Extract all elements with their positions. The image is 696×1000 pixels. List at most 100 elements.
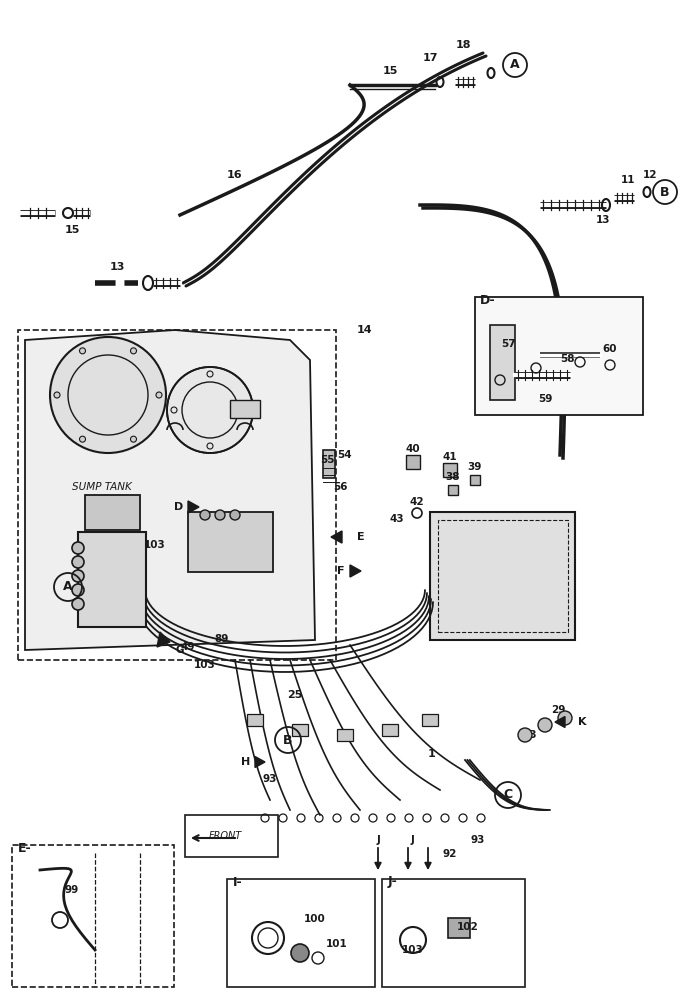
- Bar: [382, 879, 525, 987]
- Bar: [438, 520, 568, 632]
- Text: 25: 25: [287, 690, 303, 700]
- Text: J: J: [411, 835, 415, 845]
- Text: 103: 103: [144, 540, 166, 550]
- Text: B: B: [661, 186, 670, 198]
- Circle shape: [215, 510, 225, 520]
- Text: 92: 92: [443, 849, 457, 859]
- Circle shape: [130, 436, 136, 442]
- Circle shape: [558, 711, 572, 725]
- Text: 38: 38: [445, 472, 460, 482]
- Text: 12: 12: [642, 170, 657, 180]
- Bar: [382, 724, 398, 736]
- Circle shape: [72, 556, 84, 568]
- Text: 55: 55: [319, 455, 334, 465]
- Text: SUMP TANK: SUMP TANK: [72, 482, 132, 492]
- Bar: [470, 475, 480, 485]
- Polygon shape: [25, 330, 315, 650]
- Polygon shape: [188, 501, 199, 513]
- Circle shape: [156, 392, 162, 398]
- Text: 99: 99: [65, 885, 79, 895]
- Bar: [448, 485, 458, 495]
- Text: FRONT: FRONT: [208, 831, 242, 841]
- Text: 100: 100: [304, 914, 326, 924]
- Text: 13: 13: [596, 215, 610, 225]
- Text: 89: 89: [215, 634, 229, 644]
- Circle shape: [79, 436, 86, 442]
- Text: 11: 11: [621, 175, 635, 185]
- Circle shape: [538, 718, 552, 732]
- Bar: [443, 463, 457, 477]
- Bar: [12, 845, 174, 987]
- Bar: [490, 325, 515, 400]
- Text: 41: 41: [443, 452, 457, 462]
- Text: 17: 17: [422, 53, 438, 63]
- Text: 13: 13: [109, 262, 125, 272]
- Polygon shape: [157, 632, 170, 647]
- Text: 54: 54: [338, 450, 352, 460]
- Text: 56: 56: [333, 482, 347, 492]
- Text: K: K: [578, 717, 587, 727]
- Text: 101: 101: [326, 939, 348, 949]
- Circle shape: [200, 510, 210, 520]
- Text: 58: 58: [560, 354, 574, 364]
- Bar: [430, 512, 575, 640]
- Circle shape: [50, 337, 166, 453]
- Bar: [188, 512, 273, 572]
- Circle shape: [72, 570, 84, 582]
- Text: D-: D-: [480, 294, 496, 306]
- Polygon shape: [255, 756, 265, 768]
- Text: 102: 102: [457, 922, 479, 932]
- Text: D: D: [174, 502, 183, 512]
- Bar: [227, 879, 375, 987]
- Circle shape: [518, 728, 532, 742]
- Text: 103: 103: [402, 945, 424, 955]
- Text: E: E: [357, 532, 365, 542]
- Text: 49: 49: [181, 642, 196, 652]
- Text: 16: 16: [227, 170, 243, 180]
- Circle shape: [72, 584, 84, 596]
- Bar: [230, 400, 260, 418]
- Text: 39: 39: [468, 462, 482, 472]
- Circle shape: [230, 510, 240, 520]
- Polygon shape: [350, 565, 361, 577]
- Text: 60: 60: [603, 344, 617, 354]
- Text: J-: J-: [388, 876, 397, 888]
- Bar: [292, 724, 308, 736]
- Polygon shape: [331, 531, 342, 543]
- Text: 43: 43: [390, 514, 404, 524]
- Circle shape: [54, 392, 60, 398]
- Text: J: J: [376, 835, 380, 845]
- Bar: [406, 455, 420, 469]
- Bar: [337, 729, 353, 741]
- Bar: [475, 297, 643, 415]
- Bar: [448, 918, 470, 938]
- Text: 15: 15: [382, 66, 397, 76]
- Circle shape: [72, 542, 84, 554]
- Text: E-: E-: [18, 842, 31, 854]
- Circle shape: [167, 367, 253, 453]
- Text: 57: 57: [500, 339, 515, 349]
- Bar: [18, 330, 336, 660]
- Text: 14: 14: [357, 325, 373, 335]
- Text: A: A: [63, 580, 73, 593]
- Text: C: C: [503, 788, 512, 802]
- Text: G: G: [175, 645, 184, 655]
- Text: 103: 103: [194, 660, 216, 670]
- Text: 93: 93: [470, 835, 485, 845]
- Bar: [78, 532, 146, 627]
- Text: 43: 43: [523, 730, 537, 740]
- Text: 15: 15: [64, 225, 79, 235]
- Text: I-: I-: [233, 876, 243, 888]
- Circle shape: [72, 598, 84, 610]
- Text: 93: 93: [263, 774, 277, 784]
- Text: 40: 40: [406, 444, 420, 454]
- Bar: [85, 495, 140, 530]
- Text: H: H: [241, 757, 250, 767]
- Text: A: A: [510, 58, 520, 72]
- Text: 42: 42: [410, 497, 425, 507]
- Text: 1: 1: [428, 749, 436, 759]
- Bar: [247, 714, 263, 726]
- Text: 29: 29: [551, 705, 565, 715]
- Circle shape: [79, 348, 86, 354]
- Text: 18: 18: [455, 40, 470, 50]
